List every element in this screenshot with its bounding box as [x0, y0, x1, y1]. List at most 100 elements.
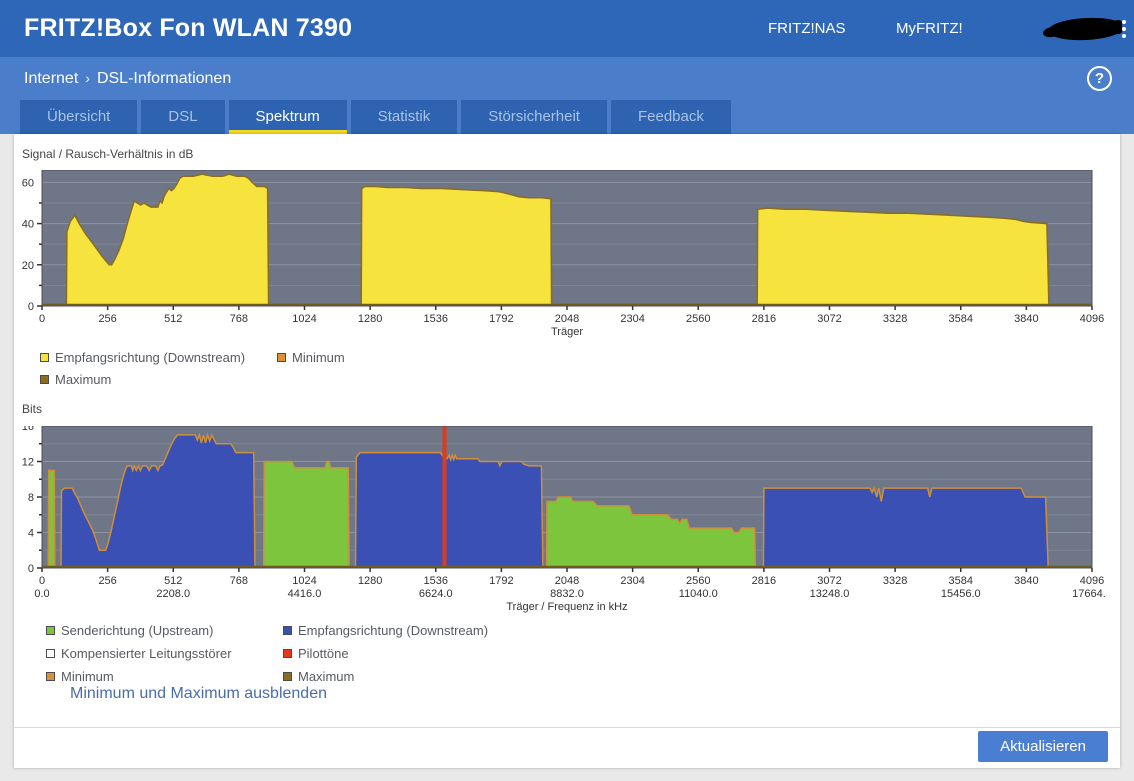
minmax-outline — [545, 496, 757, 569]
footer-divider — [14, 727, 1120, 728]
snr-chart: 0 256 512 768 1024 1280 1536 1792 2048 2304 2560 28… — [14, 169, 1106, 359]
breadcrumb-separator: › — [85, 70, 90, 86]
minmax-outline — [762, 485, 1049, 569]
legend-item-minimum: Minimum — [277, 346, 345, 368]
nav-fritznas[interactable]: FRITZ!NAS — [768, 20, 846, 37]
x-tick-label: 1536 — [424, 575, 448, 587]
legend-swatch — [46, 649, 55, 658]
legend-swatch — [283, 626, 292, 635]
x-tick-label: 256 — [98, 575, 116, 587]
x-tick-label: 512 — [164, 313, 182, 325]
update-button[interactable]: Aktualisieren — [978, 731, 1108, 762]
x-tick-label: 1792 — [489, 575, 513, 587]
nav-myfritz[interactable]: MyFRITZ! — [896, 20, 963, 37]
x-tick-label: 0 — [39, 575, 45, 587]
legend-label: Maximum — [298, 669, 355, 684]
x-tick-label: 3328 — [883, 313, 907, 325]
breadcrumb-section[interactable]: Internet — [24, 70, 79, 87]
legend-item-maximum: Maximum — [40, 368, 277, 390]
y-tick-label: 16 — [22, 426, 34, 433]
legend-swatch — [283, 649, 292, 658]
y-tick-label: 8 — [28, 492, 34, 504]
legend-item-senderichtung-upstream-: Senderichtung (Upstream) — [46, 619, 283, 642]
legend-label: Senderichtung (Upstream) — [61, 623, 214, 638]
breadcrumb: Internet › DSL-Informationen — [24, 57, 231, 100]
tab-bersicht[interactable]: Übersicht — [20, 100, 138, 134]
content-card: Signal / Rausch-Verhältnis in dB 0 256 512… — [14, 134, 1120, 768]
x-tick-label: 2304 — [620, 313, 644, 325]
minmax-outline — [360, 185, 553, 307]
kebab-menu-icon[interactable] — [1119, 17, 1129, 41]
minmax-outline — [756, 207, 1050, 307]
x-tick-label: 768 — [230, 313, 248, 325]
x-tick-label: 4096 — [1080, 575, 1104, 587]
tab-feedback[interactable]: Feedback — [610, 100, 731, 134]
tab-label: Spektrum — [255, 108, 320, 125]
series-area-empfangsrichtung-downstream- — [763, 488, 1049, 568]
legend-swatch — [46, 626, 55, 635]
x-tick-label: 512 — [164, 575, 182, 587]
x-tick-label: 3584 — [949, 313, 973, 325]
x-tick-label: 3072 — [817, 575, 841, 587]
legend-item-minimum: Minimum — [46, 665, 283, 688]
freq-tick-label: 17664.0 — [1072, 588, 1106, 600]
legend-label: Minimum — [61, 669, 114, 684]
freq-tick-label: 15456.0 — [941, 588, 981, 600]
legend-label: Pilottöne — [298, 646, 349, 661]
x-tick-label: 3840 — [1014, 313, 1038, 325]
series-area-senderichtung-upstream- — [48, 470, 55, 568]
x-tick-label: 2816 — [752, 575, 776, 587]
tab-dsl[interactable]: DSL — [141, 100, 225, 134]
freq-tick-label: 6624.0 — [419, 588, 453, 600]
legend-swatch — [277, 352, 286, 362]
freq-tick-label: 8832.0 — [550, 588, 584, 600]
x-tick-label: 3328 — [883, 575, 907, 587]
tab-label: Übersicht — [47, 108, 111, 125]
black-scribble-icon — [1043, 17, 1124, 41]
tab-statistik[interactable]: Statistik — [350, 100, 458, 134]
redacted-username — [1042, 15, 1124, 48]
x-tick-label: 2048 — [555, 575, 579, 587]
x-tick-label: 2560 — [686, 313, 710, 325]
tab-spektrum[interactable]: Spektrum — [228, 100, 347, 134]
bits-chart: 0 0.0 256 512 2208.0 768 1024 4416.0 1280 1536 662… — [14, 421, 1112, 634]
x-tick-label: 1280 — [358, 313, 382, 325]
freq-tick-label: 2208.0 — [156, 588, 190, 600]
legend-swatch — [40, 374, 49, 384]
legend-item-maximum: Maximum — [283, 665, 488, 688]
y-tick-label: 0 — [28, 563, 34, 575]
tab-label: Statistik — [377, 108, 431, 125]
freq-tick-label: 11040.0 — [679, 588, 718, 600]
hide-minmax-link[interactable]: Minimum und Maximum ausblenden — [70, 685, 327, 702]
legend-label: Maximum — [55, 371, 112, 387]
bits-chart-title: Bits — [22, 402, 43, 416]
minmax-outline — [354, 451, 544, 569]
x-axis-label: Träger / Frequenz in kHz — [506, 601, 627, 613]
series-area-empfangsrichtung-downstream- — [355, 452, 543, 568]
help-icon[interactable]: ? — [1087, 66, 1112, 91]
x-tick-label: 3584 — [949, 575, 973, 587]
snr-chart-legend: Empfangsrichtung (Downstream) Minimum Maxi… — [40, 346, 345, 390]
minmax-outline — [65, 173, 270, 307]
legend-label: Minimum — [292, 349, 345, 365]
x-tick-label: 1280 — [358, 575, 382, 587]
x-tick-label: 1024 — [292, 313, 316, 325]
y-tick-label: 40 — [22, 219, 34, 231]
y-tick-label: 12 — [22, 457, 34, 469]
legend-item-empfangsrichtung-downstream-: Empfangsrichtung (Downstream) — [40, 346, 277, 368]
freq-tick-label: 13248.0 — [810, 588, 850, 600]
x-tick-label: 1024 — [292, 575, 316, 587]
legend-swatch — [46, 672, 55, 681]
legend-label: Empfangsrichtung (Downstream) — [298, 623, 489, 638]
x-tick-label: 3072 — [817, 313, 841, 325]
minmax-outline — [262, 460, 350, 569]
x-tick-label: 3840 — [1014, 575, 1038, 587]
x-tick-label: 0 — [39, 313, 45, 325]
y-tick-label: 4 — [28, 528, 34, 540]
x-tick-label: 2816 — [752, 313, 776, 325]
x-tick-label: 1536 — [424, 313, 448, 325]
y-tick-label: 0 — [28, 301, 34, 313]
legend-item-empfangsrichtung-downstream-: Empfangsrichtung (Downstream) — [283, 619, 488, 642]
tab-strsicherheit[interactable]: Störsicherheit — [461, 100, 607, 134]
